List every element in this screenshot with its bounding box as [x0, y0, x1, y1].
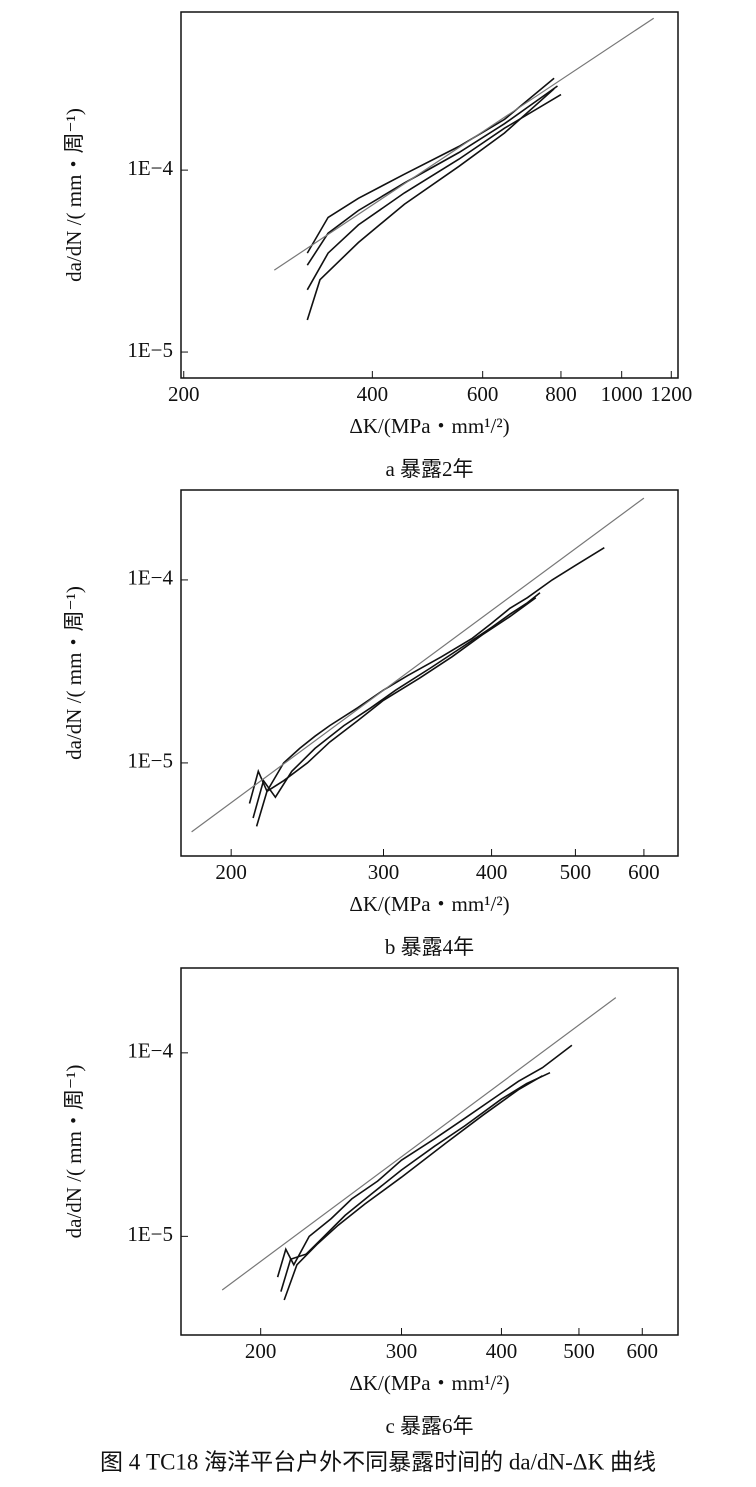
x-tick-label: 600	[627, 1339, 659, 1363]
data-line	[273, 17, 655, 271]
y-tick-label: 1E−4	[127, 566, 173, 590]
x-tick-label: 400	[486, 1339, 518, 1363]
data-line	[306, 77, 555, 254]
x-tick-label: 400	[476, 860, 508, 884]
plot-frame	[180, 11, 679, 379]
figure-caption: 图 4 TC18 海洋平台户外不同暴露时间的 da/dN-ΔK 曲线	[100, 1449, 656, 1474]
y-axis-title: da/dN /( mm・周⁻¹)	[62, 1065, 86, 1239]
x-tick-label: 200	[168, 382, 200, 406]
x-tick-label: 500	[560, 860, 592, 884]
x-tick-label: 600	[467, 382, 499, 406]
y-axis-title: da/dN /( mm・周⁻¹)	[62, 586, 86, 760]
x-tick-label: 300	[386, 1339, 418, 1363]
chart-caption: c 暴露6年	[385, 1414, 473, 1438]
x-tick-label: 500	[563, 1339, 595, 1363]
x-axis-title: ΔK/(MPa・mm¹/²)	[349, 414, 509, 438]
data-line	[255, 597, 537, 827]
y-tick-label: 1E−4	[127, 1039, 173, 1063]
x-axis-title: ΔK/(MPa・mm¹/²)	[349, 892, 509, 916]
data-line	[306, 93, 562, 291]
x-tick-label: 1200	[650, 382, 692, 406]
data-line	[283, 1075, 543, 1301]
x-tick-label: 400	[357, 382, 389, 406]
chart-caption: a 暴露2年	[385, 457, 473, 481]
y-tick-label: 1E−5	[127, 749, 173, 773]
plot-frame	[180, 489, 679, 857]
y-tick-label: 1E−5	[127, 1222, 173, 1246]
y-tick-label: 1E−4	[127, 156, 173, 180]
chart-caption: b 暴露4年	[385, 935, 474, 959]
x-tick-label: 1000	[601, 382, 643, 406]
y-axis-title: da/dN /( mm・周⁻¹)	[62, 108, 86, 282]
plot-frame	[180, 967, 679, 1336]
x-tick-label: 600	[628, 860, 660, 884]
data-line	[252, 592, 541, 819]
data-line	[280, 1071, 551, 1292]
x-axis-title: ΔK/(MPa・mm¹/²)	[349, 1371, 509, 1395]
x-tick-label: 200	[215, 860, 247, 884]
data-line	[306, 85, 558, 266]
y-tick-label: 1E−5	[127, 338, 173, 362]
data-line	[221, 997, 617, 1291]
x-tick-label: 200	[245, 1339, 277, 1363]
x-tick-label: 800	[545, 382, 577, 406]
x-tick-label: 300	[368, 860, 400, 884]
data-line	[276, 1044, 573, 1278]
data-line	[306, 88, 555, 321]
data-line	[248, 547, 605, 804]
data-line	[191, 497, 645, 833]
